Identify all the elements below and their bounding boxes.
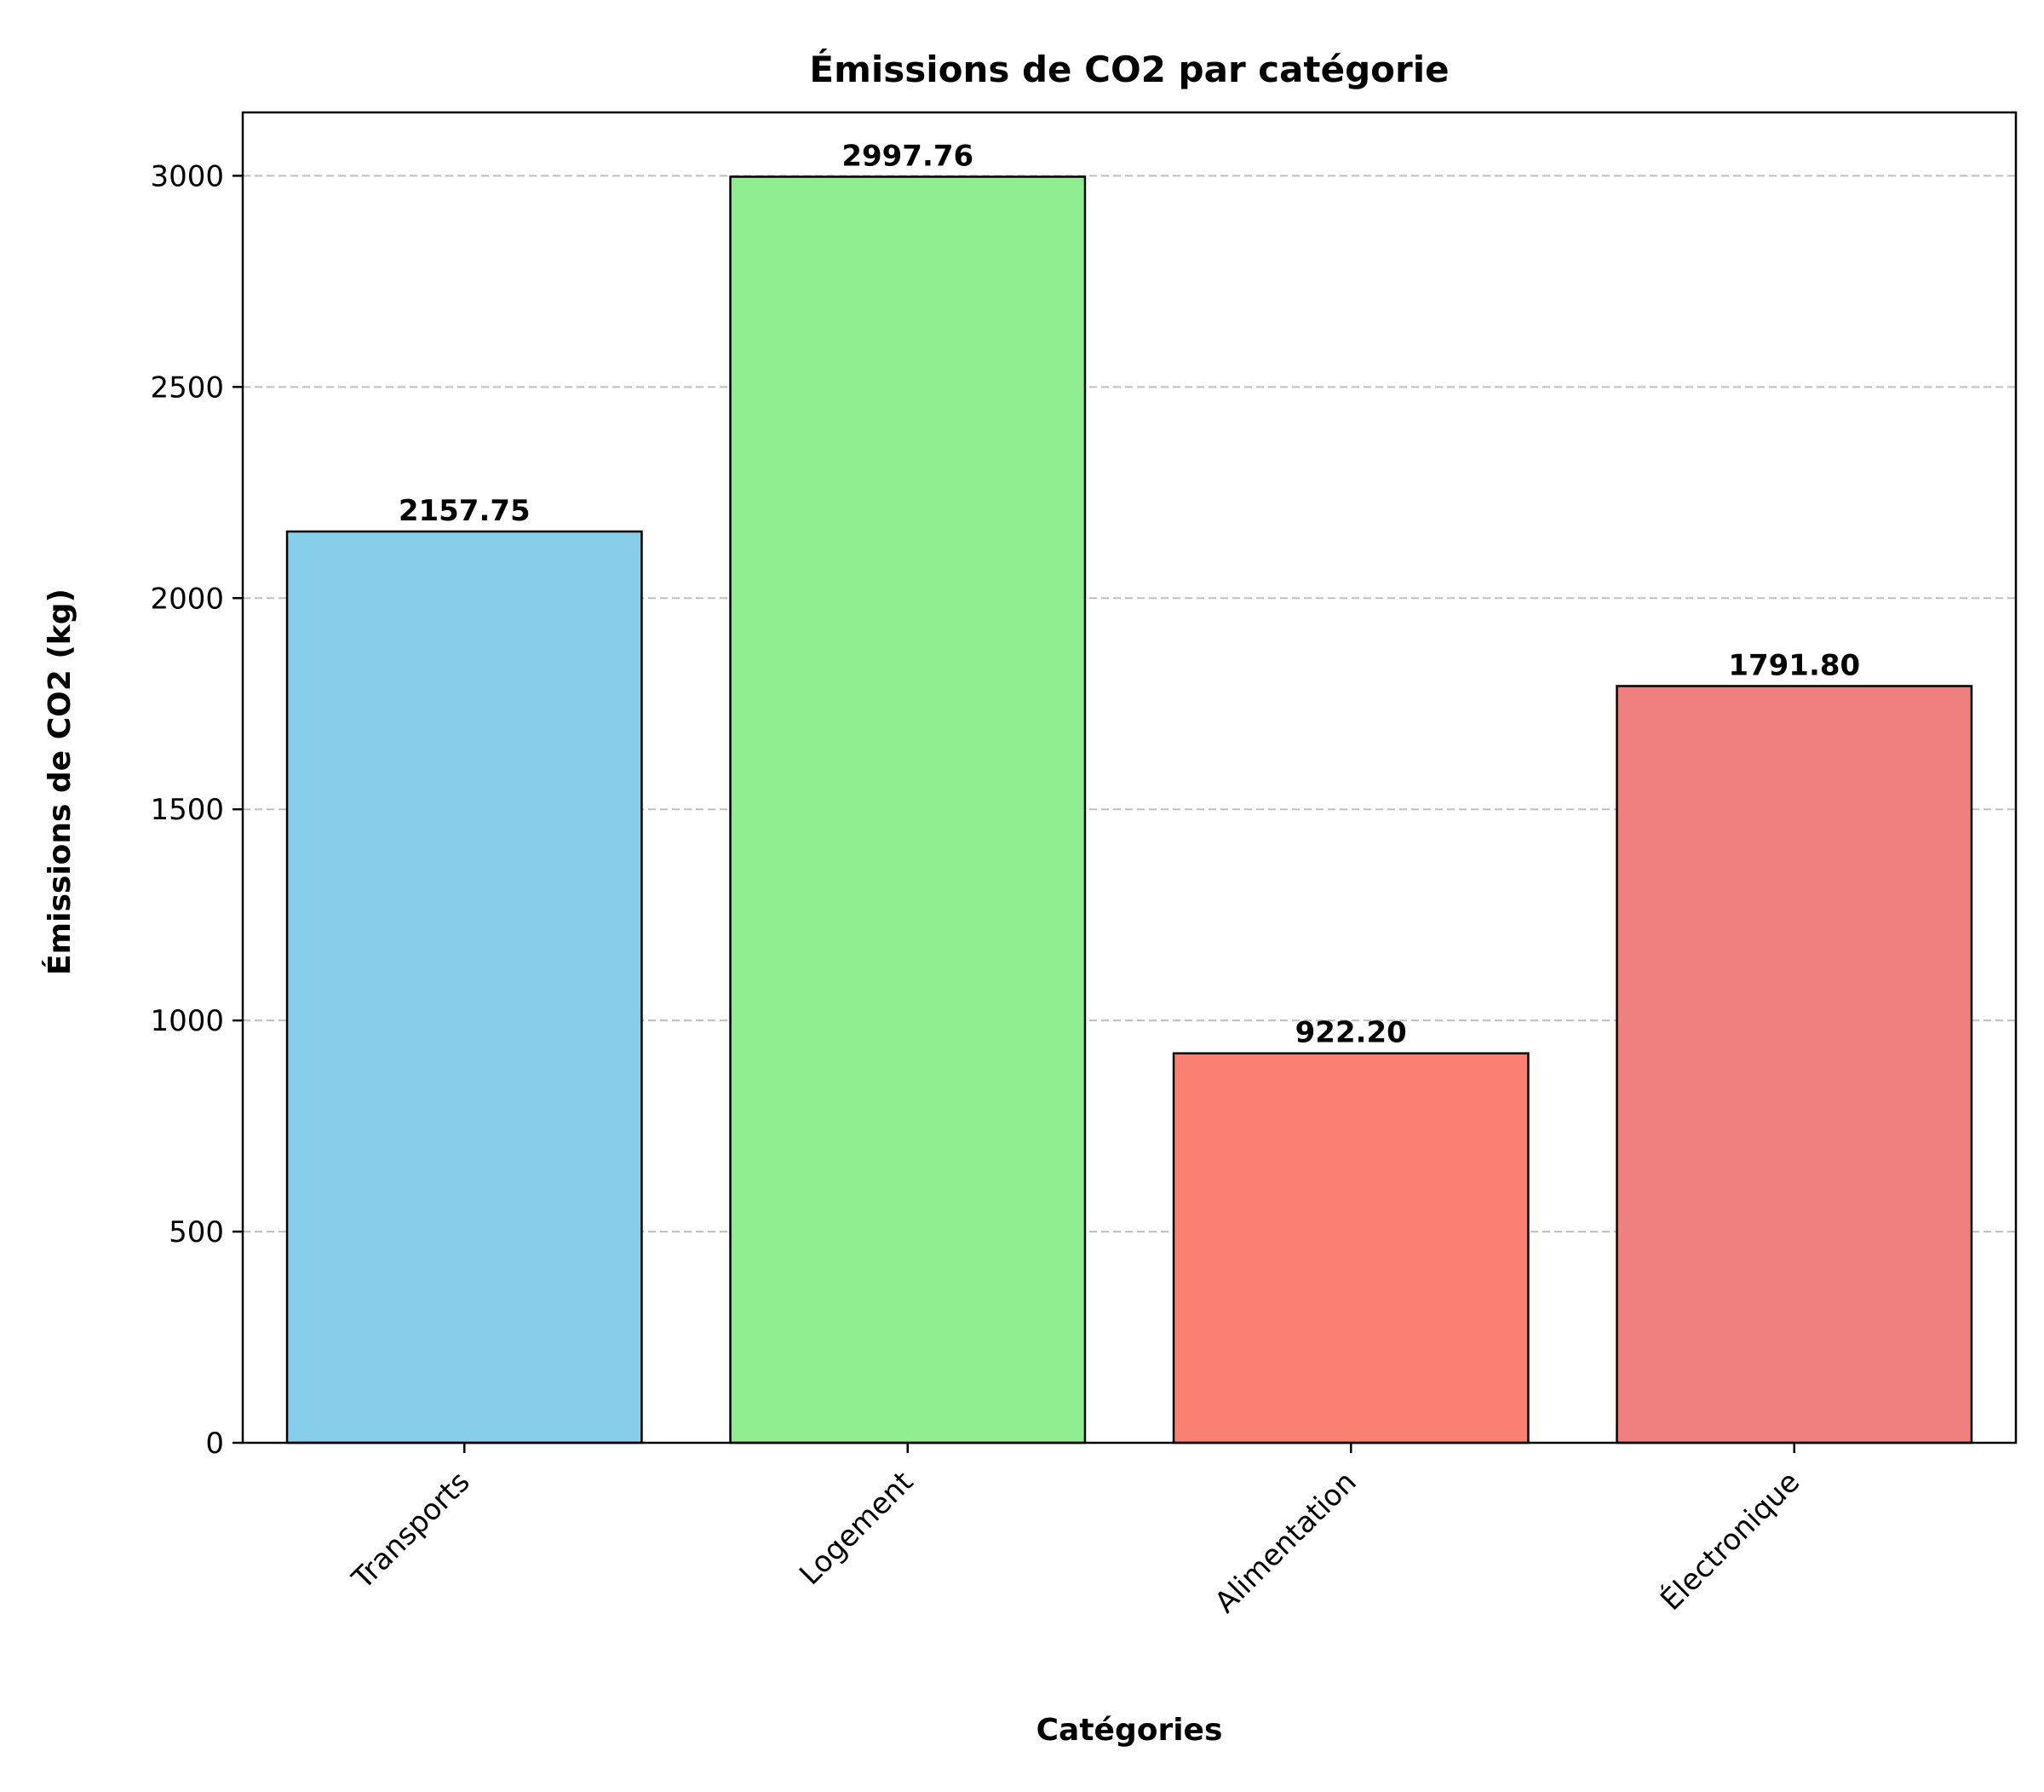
y-tick-label: 2000 [150, 582, 224, 616]
bar-logement [729, 175, 1087, 1445]
chart-title: Émissions de CO2 par catégorie [809, 48, 1449, 90]
bar-électronique [1616, 685, 1973, 1445]
y-tick-label: 2500 [150, 370, 224, 405]
bar-alimentation [1172, 1052, 1530, 1445]
value-label: 1791.80 [1728, 648, 1860, 682]
y-axis-label: Émissions de CO2 (kg) [42, 589, 78, 975]
y-tick-label: 0 [205, 1427, 224, 1461]
y-tick-label: 1500 [150, 793, 224, 827]
value-label: 2157.75 [399, 494, 531, 528]
bar-transports [285, 530, 643, 1445]
y-tick-label: 1000 [150, 1004, 224, 1038]
value-labels: 2157.75 2997.76 922.20 1791.80 [399, 139, 1860, 1049]
value-label: 2997.76 [841, 139, 973, 173]
grid-lines [243, 175, 2016, 1233]
x-axis-label: Catégories [1036, 1713, 1223, 1748]
y-tick-label: 3000 [150, 159, 224, 193]
value-label: 922.20 [1295, 1016, 1407, 1050]
bars [285, 175, 1973, 1445]
plot-frame [241, 111, 2018, 1445]
y-tick-label: 500 [169, 1215, 224, 1249]
y-axis: 0 500 1000 1500 2000 2500 3000 [150, 159, 243, 1461]
